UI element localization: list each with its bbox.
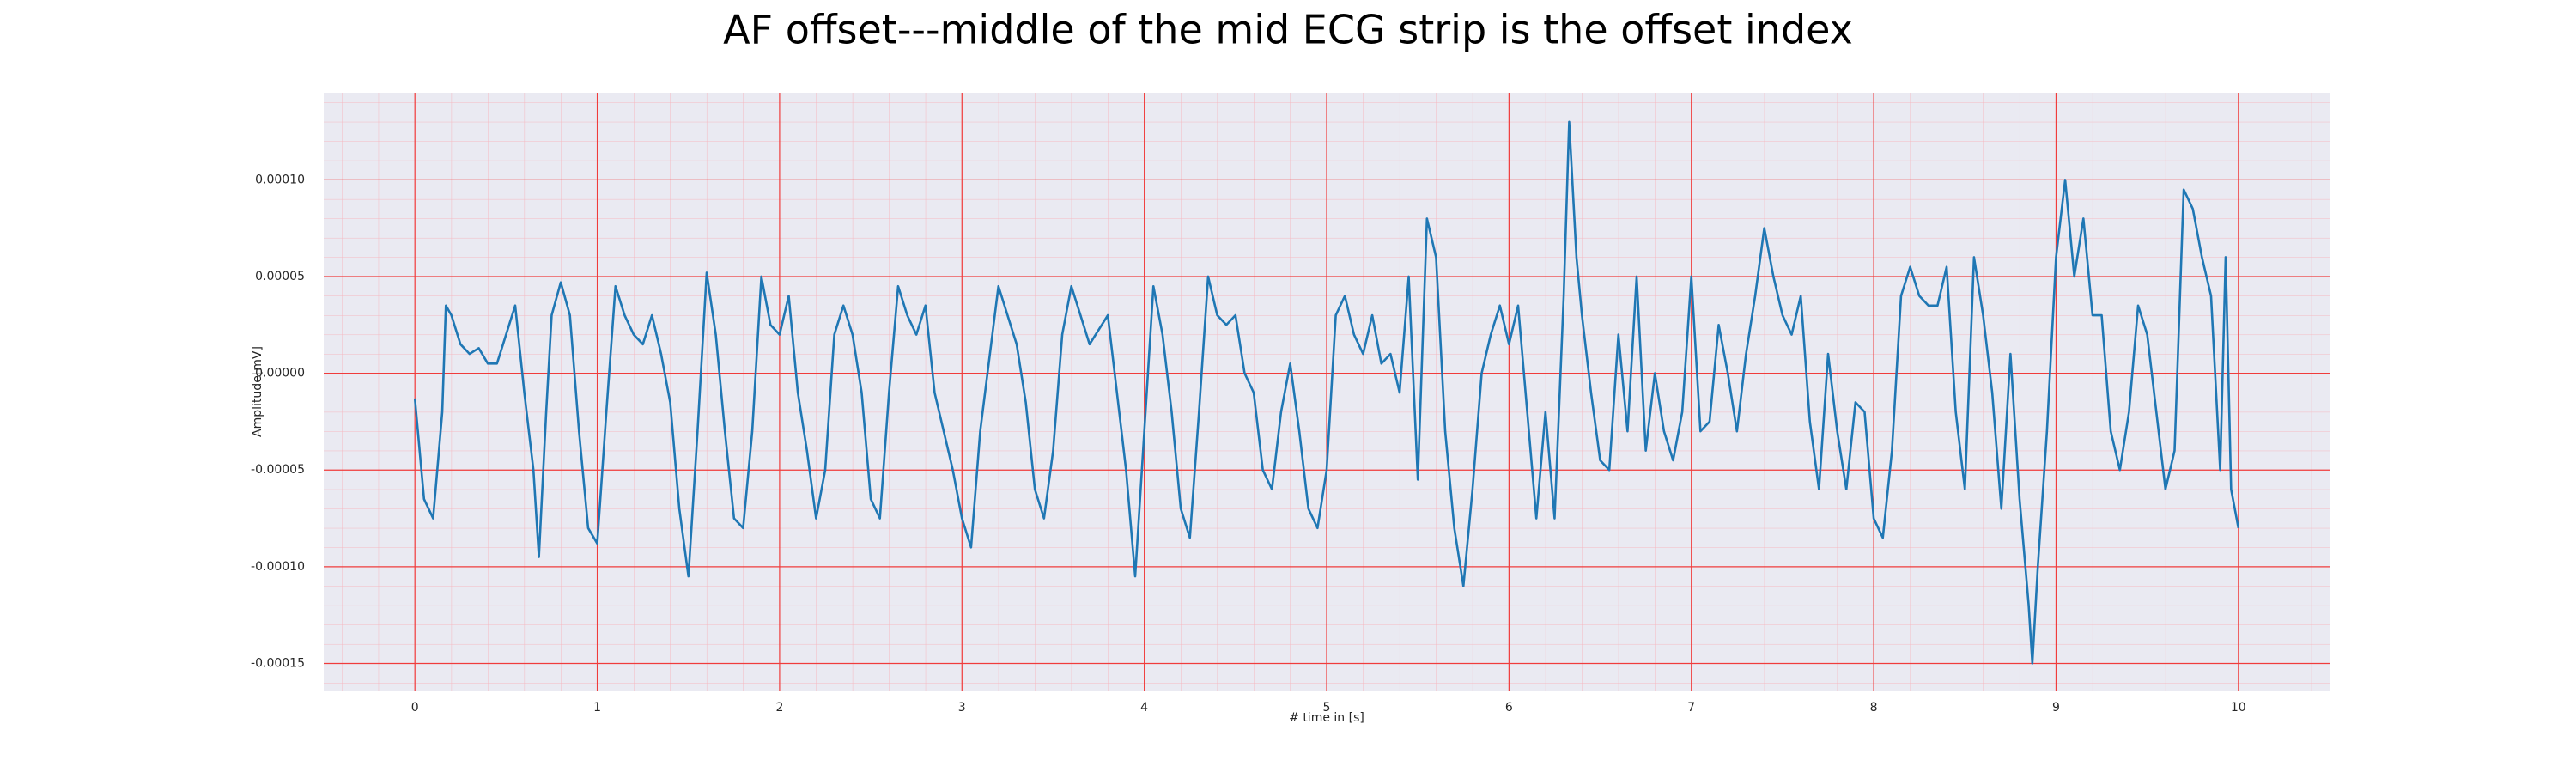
x-tick-label: 1 xyxy=(593,701,601,715)
x-tick-label: 5 xyxy=(1323,701,1331,715)
x-tick-label: 7 xyxy=(1687,701,1695,715)
x-tick-label: 2 xyxy=(775,701,783,715)
x-tick-label: 4 xyxy=(1140,701,1148,715)
y-tick-label: -0.00005 xyxy=(251,463,305,477)
x-tick-label: 8 xyxy=(1870,701,1878,715)
x-tick-label: 3 xyxy=(958,701,966,715)
signal-line xyxy=(413,120,2240,665)
y-tick-label: -0.00010 xyxy=(251,560,305,574)
x-tick-label: 9 xyxy=(2052,701,2060,715)
y-axis-label: Amplitude[mV] xyxy=(251,346,264,437)
x-tick-label: 10 xyxy=(2231,701,2246,715)
y-tick-label: -0.00015 xyxy=(251,656,305,670)
y-tick-label: 0.00010 xyxy=(255,173,305,186)
y-tick-label: 0.00005 xyxy=(255,270,305,283)
y-tick-label: 0.00000 xyxy=(255,367,305,380)
x-tick-label: 6 xyxy=(1505,701,1513,715)
x-tick-label: 0 xyxy=(411,701,419,715)
chart-title: AF offset---middle of the mid ECG strip … xyxy=(723,7,1853,53)
x-axis-label: # time in [s] xyxy=(1289,711,1364,725)
